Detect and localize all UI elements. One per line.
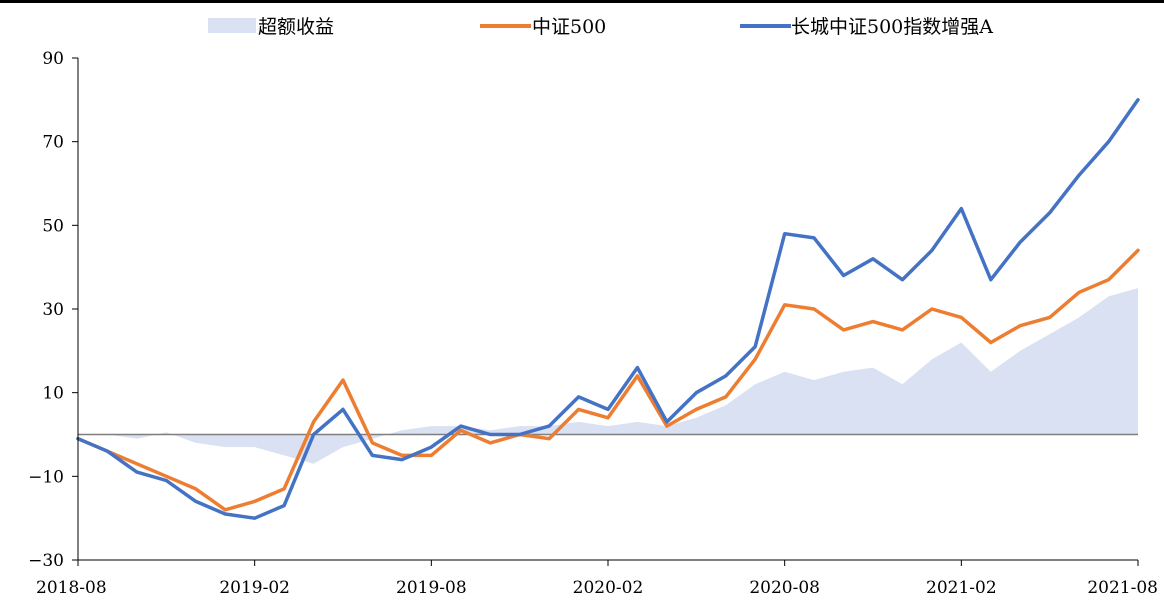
excess-return-area xyxy=(78,288,1138,464)
legend-item-excess-return: 超额收益 xyxy=(208,16,334,38)
fund-line xyxy=(76,98,1140,520)
x-tick-label: 2019-02 xyxy=(219,578,290,598)
plot-area xyxy=(76,98,1140,520)
x-tick-label: 2020-08 xyxy=(749,578,820,598)
area-series-group xyxy=(78,288,1138,464)
legend-item-fund: 长城中证500指数增强A xyxy=(740,16,993,38)
legend-item-csi500: 中证500 xyxy=(480,16,606,38)
x-tick-label: 2021-02 xyxy=(926,578,997,598)
legend-swatch xyxy=(208,18,256,33)
x-tick-label: 2019-08 xyxy=(396,578,467,598)
csi500-line xyxy=(76,248,1140,512)
top-rule xyxy=(0,0,1164,3)
y-tick-label: 30 xyxy=(42,300,64,320)
legend-label: 中证500 xyxy=(532,16,606,38)
legend-label: 长城中证500指数增强A xyxy=(791,16,993,38)
legend-label: 超额收益 xyxy=(258,16,334,38)
y-tick-label: −30 xyxy=(28,551,64,571)
legend: 超额收益 中证500 长城中证500指数增强A xyxy=(208,16,993,38)
y-tick-label: 10 xyxy=(42,384,64,404)
y-tick-label: 50 xyxy=(42,216,64,236)
line-series-group xyxy=(76,98,1140,520)
x-tick-label: 2020-02 xyxy=(573,578,644,598)
x-tick-label: 2021-08 xyxy=(1087,578,1158,598)
y-tick-label: 70 xyxy=(42,133,64,153)
x-tick-label: 2018-08 xyxy=(36,578,107,598)
axes: −30 −10 10 30 50 70 90 2018-08 2019-02 2019-08 202… xyxy=(28,49,1158,598)
y-tick-label: 90 xyxy=(42,49,64,69)
y-tick-label: −10 xyxy=(28,467,64,487)
